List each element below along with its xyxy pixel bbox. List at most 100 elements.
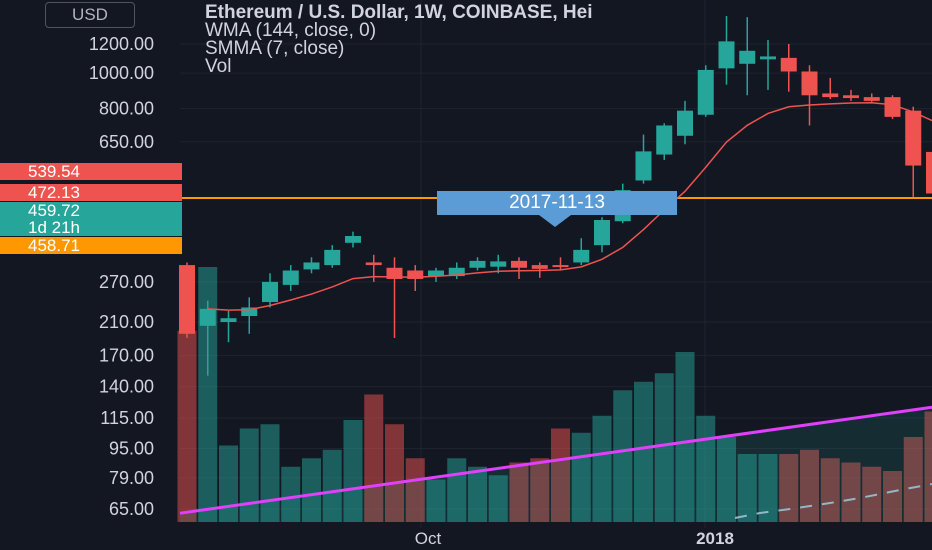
candle-body — [552, 265, 569, 268]
y-tick-label: 650.00 — [99, 132, 154, 152]
candle-body — [365, 262, 382, 266]
candle-body — [884, 97, 901, 117]
volume-bar — [613, 390, 633, 522]
volume-bar — [530, 458, 550, 522]
candle-body — [594, 220, 610, 246]
y-tick-label: 270.00 — [99, 272, 154, 292]
candle-body — [905, 110, 922, 166]
candle-body — [324, 249, 341, 266]
smma-polyline — [207, 101, 932, 311]
volume-bar — [219, 445, 238, 522]
price-tag-539: 539.54 — [0, 163, 182, 180]
volume-bar — [675, 352, 695, 522]
volume-bar — [302, 458, 321, 522]
candle-body — [511, 260, 527, 268]
y-tick-label: 115.00 — [100, 408, 154, 428]
chart-legend: Ethereum / U.S. Dollar, 1W, COINBASE, He… — [205, 2, 593, 77]
candle-body — [677, 110, 693, 136]
legend-wma[interactable]: WMA (144, close, 0) — [205, 20, 377, 41]
candle-body — [760, 56, 776, 60]
volume-bar — [198, 267, 218, 522]
volume-bar — [322, 449, 342, 522]
volume-bar — [426, 479, 446, 522]
volume-bar — [717, 437, 736, 522]
volume-bar — [177, 330, 197, 522]
x-axis-ticks: Oct 2018 — [415, 529, 734, 548]
candle-body — [179, 265, 195, 334]
volume-bar — [405, 458, 425, 522]
price-tag-459: 459.72 — [0, 202, 182, 219]
candle-body — [635, 151, 652, 181]
candle-body — [241, 307, 258, 317]
volume-bar — [634, 381, 653, 522]
candle-body — [262, 281, 278, 303]
volume-bar — [281, 466, 301, 522]
y-tick-label: 65.00 — [109, 499, 154, 519]
candles — [179, 16, 932, 376]
y-tick-label: 1200.00 — [89, 34, 154, 54]
candle-body — [386, 267, 403, 279]
legend-smma[interactable]: SMMA (7, close) — [205, 38, 345, 59]
volume-bar — [239, 428, 259, 522]
volume-bar — [903, 437, 923, 522]
y-tick-label: 1000.00 — [89, 63, 154, 83]
wma-volume-line — [179, 405, 932, 515]
candle-body — [573, 249, 590, 263]
currency-selector[interactable]: USD — [45, 2, 135, 28]
legend-volume[interactable]: Vol — [205, 56, 232, 77]
wma-fill — [180, 407, 932, 522]
volume-bar — [820, 458, 840, 522]
volume-bar — [862, 466, 882, 522]
candle-body — [282, 270, 299, 285]
volume-bar — [260, 424, 280, 522]
candle-body — [428, 270, 444, 277]
volume-bar — [364, 394, 384, 522]
volume-ma-dashed — [734, 483, 932, 519]
legend-symbol[interactable]: Ethereum / U.S. Dollar, 1W, COINBASE, He… — [205, 2, 593, 23]
volume-bar — [696, 415, 716, 522]
candle-body — [739, 50, 756, 64]
candle-body — [801, 71, 818, 96]
volume-bar — [654, 373, 674, 522]
candle-body — [863, 97, 880, 101]
candle-body — [448, 267, 465, 277]
candle-body — [490, 261, 507, 267]
volume-bar — [800, 449, 819, 522]
y-tick-label: 170.00 — [99, 346, 154, 366]
price-tag-472: 472.13 — [0, 184, 182, 201]
y-tick-label: 95.00 — [109, 438, 154, 458]
volume-bar — [924, 411, 932, 522]
wma-line — [179, 405, 932, 522]
volume-bar — [343, 420, 363, 522]
smma-line — [207, 101, 932, 311]
candle-body — [407, 270, 424, 279]
volume-bar — [841, 462, 861, 522]
volume-bar — [737, 454, 757, 522]
crosshair-arrow — [539, 215, 571, 227]
y-axis-ticks: 1200.00 1000.00 800.00 650.00 270.00 210.00 17… — [89, 34, 154, 519]
volume-bar — [779, 454, 799, 522]
candle-body — [199, 308, 216, 326]
volume-bar — [592, 415, 612, 522]
y-tick-label: 800.00 — [99, 99, 154, 119]
countdown-tag: 1d 21h — [0, 219, 182, 236]
candle-body — [718, 41, 735, 69]
candle-body — [697, 69, 714, 115]
volume-bar — [488, 475, 508, 522]
candle-body — [345, 236, 361, 243]
candle-body — [843, 95, 859, 99]
x-tick-label: 2018 — [696, 529, 734, 548]
volume-bar — [883, 471, 902, 522]
y-tick-label: 79.00 — [109, 468, 154, 488]
x-tick-label: Oct — [415, 529, 442, 548]
volume-bar — [509, 462, 529, 522]
volume-bar — [758, 454, 778, 522]
candle-body — [469, 260, 486, 268]
volume-bar — [385, 424, 404, 522]
candle-body — [303, 262, 320, 270]
crosshair-date-label: 2017-11-13 — [437, 191, 677, 215]
volume-bar — [468, 466, 487, 522]
volume-bar — [551, 428, 570, 522]
candle-body — [822, 93, 839, 98]
